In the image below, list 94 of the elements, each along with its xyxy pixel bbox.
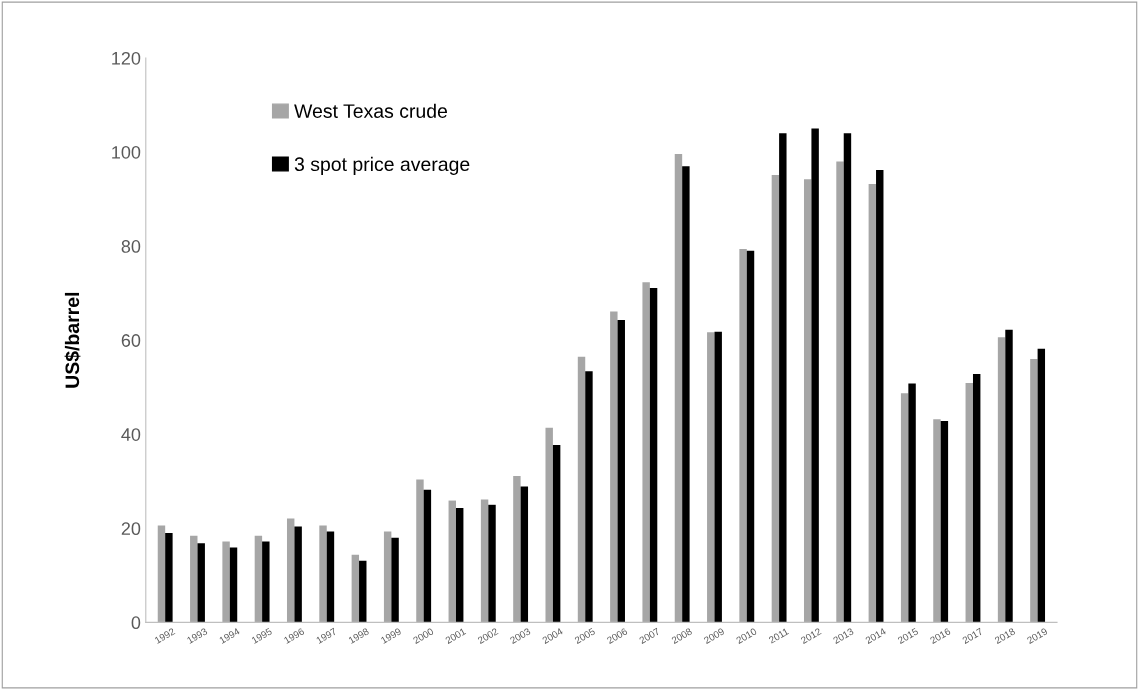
- bar: [682, 166, 690, 623]
- legend-label: West Texas crude: [294, 103, 447, 118]
- x-tick-label: 2017: [961, 627, 984, 644]
- bar: [1005, 329, 1013, 623]
- bar: [739, 248, 747, 623]
- x-tick-label: 2010: [735, 627, 758, 644]
- bar: [262, 541, 270, 623]
- y-tick-label: 40: [121, 428, 141, 441]
- bar: [1030, 358, 1038, 623]
- x-tick-label: 2016: [929, 627, 951, 644]
- bar: [552, 445, 561, 623]
- bar: [940, 421, 949, 623]
- bar: [610, 311, 618, 623]
- bar: [359, 560, 367, 623]
- x-tick-label: 1994: [218, 627, 241, 644]
- bar: [287, 518, 295, 623]
- bar: [448, 500, 456, 623]
- x-tick-label: 1993: [186, 627, 208, 644]
- x-tick-label: 2015: [897, 627, 919, 644]
- bar: [383, 531, 392, 623]
- bar: [423, 489, 432, 623]
- bar: [294, 526, 302, 623]
- x-tick-label: 2009: [703, 627, 725, 644]
- x-tick-label: 2019: [1026, 627, 1048, 644]
- y-tick-label: 80: [121, 240, 141, 253]
- x-tick-label: 2004: [541, 627, 564, 644]
- bar: [165, 533, 173, 623]
- bar: [746, 250, 755, 623]
- y-tick-label: 120: [112, 51, 141, 65]
- bar: [326, 531, 335, 623]
- bar: [1037, 348, 1046, 623]
- x-tick-label: 1992: [154, 627, 176, 644]
- bar: [254, 535, 263, 623]
- x-tick-label: 2006: [606, 627, 628, 644]
- bar: [577, 356, 586, 623]
- bar: [803, 179, 812, 623]
- x-tick-label: 2012: [800, 627, 822, 644]
- bar: [455, 508, 464, 623]
- x-tick-label: 2014: [864, 627, 887, 644]
- x-tick-label: 1996: [283, 627, 305, 644]
- bar: [545, 427, 553, 623]
- y-tick-label: 60: [121, 334, 141, 347]
- x-tick-label: 2013: [832, 627, 855, 644]
- bar: [771, 175, 780, 623]
- bar: [416, 479, 424, 623]
- bar: [707, 332, 715, 623]
- bar: [520, 486, 529, 623]
- bar: [157, 525, 166, 623]
- bar: [197, 543, 205, 623]
- bar: [997, 337, 1006, 623]
- y-tick-label: 20: [121, 522, 141, 536]
- bar: [391, 537, 399, 623]
- bar: [714, 331, 722, 623]
- x-tick-label: 1997: [315, 627, 337, 644]
- bar: [229, 547, 238, 623]
- bar: [836, 161, 844, 623]
- x-tick-label: 1999: [380, 627, 402, 644]
- bar: [222, 541, 230, 623]
- bar: [488, 504, 496, 623]
- x-tick-label: 2000: [412, 627, 435, 644]
- bar: [811, 128, 819, 623]
- x-tick-label: 1995: [251, 627, 273, 644]
- x-tick-label: 2001: [444, 627, 467, 644]
- bar: [617, 319, 625, 623]
- x-tick-label: 2002: [477, 627, 499, 644]
- bar: [642, 282, 650, 623]
- x-tick-label: 2011: [768, 627, 790, 644]
- bar: [513, 476, 521, 623]
- legend-label: 3 spot price average: [294, 156, 470, 175]
- x-tick-label: 2005: [574, 627, 596, 644]
- x-tick-label: 2008: [671, 627, 693, 644]
- x-tick-label: 1998: [348, 627, 370, 644]
- bar: [351, 554, 360, 623]
- bar: [876, 169, 884, 623]
- bar: [779, 133, 787, 623]
- bar: [585, 371, 593, 623]
- x-tick-label: 2007: [638, 627, 661, 644]
- bar: [674, 153, 683, 623]
- bar: [900, 393, 909, 623]
- bar: [972, 374, 981, 623]
- y-tick-label: 100: [112, 145, 141, 159]
- bar: [933, 419, 941, 623]
- bar: [908, 383, 916, 623]
- bar: [965, 382, 973, 623]
- x-tick-label: 2018: [994, 627, 1016, 644]
- bar: [868, 184, 877, 623]
- bar: [843, 133, 852, 623]
- y-axis-title: US$/barrel: [64, 292, 81, 388]
- y-tick-label: 0: [131, 616, 141, 630]
- bar: [319, 525, 327, 623]
- bar: [190, 535, 198, 623]
- bar: [649, 287, 658, 623]
- bar: [480, 499, 489, 623]
- x-tick-label: 2003: [509, 627, 531, 644]
